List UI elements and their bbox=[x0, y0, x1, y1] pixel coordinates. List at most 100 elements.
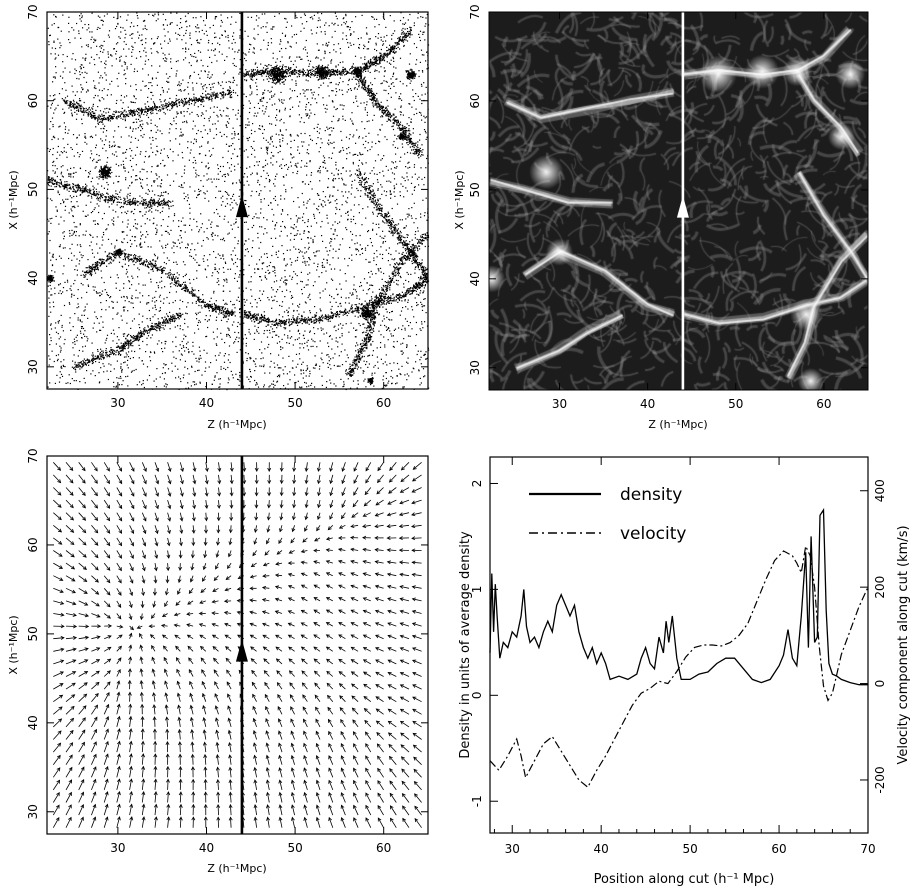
particle-point bbox=[285, 284, 287, 286]
particle-point bbox=[74, 111, 76, 113]
particle-point bbox=[72, 233, 74, 235]
particle-point bbox=[205, 315, 207, 317]
particle-point bbox=[309, 198, 311, 200]
particle-point bbox=[126, 66, 128, 68]
particle-point bbox=[391, 382, 393, 384]
particle-point bbox=[395, 183, 398, 185]
particle-point bbox=[384, 361, 386, 363]
particle-point bbox=[227, 318, 229, 320]
particle-point bbox=[336, 108, 338, 110]
particle-point bbox=[128, 280, 130, 282]
particle-point bbox=[285, 191, 287, 193]
particle-point bbox=[422, 16, 424, 18]
particle-point bbox=[98, 205, 100, 207]
particle-point bbox=[129, 239, 131, 241]
particle-point bbox=[205, 166, 207, 168]
particle-point bbox=[115, 385, 117, 387]
particle-point bbox=[384, 281, 386, 283]
particle-point bbox=[366, 33, 368, 35]
particle-point bbox=[373, 317, 375, 319]
particle-point bbox=[230, 145, 232, 147]
particle-point bbox=[359, 177, 361, 179]
particle-point bbox=[195, 17, 197, 19]
particle-point bbox=[333, 44, 335, 46]
particle-point bbox=[103, 371, 105, 373]
particle-point bbox=[79, 330, 82, 332]
particle-point bbox=[340, 296, 342, 298]
particle-point bbox=[124, 167, 126, 169]
particle-point bbox=[105, 348, 107, 350]
particle-point bbox=[128, 281, 131, 283]
particle-point bbox=[104, 342, 106, 344]
particle-point bbox=[350, 322, 352, 324]
particle-point bbox=[406, 234, 408, 236]
particle-point bbox=[339, 283, 341, 285]
particle-point bbox=[176, 12, 178, 14]
particle-point bbox=[227, 327, 229, 329]
particle-point bbox=[232, 81, 234, 83]
particle-point bbox=[214, 375, 216, 377]
particle-point bbox=[208, 200, 210, 202]
particle-point bbox=[73, 205, 75, 207]
particle-point bbox=[223, 218, 225, 220]
particle-point bbox=[424, 121, 426, 123]
particle-point bbox=[192, 89, 194, 91]
particle-point bbox=[386, 180, 388, 182]
particle-point bbox=[260, 147, 262, 149]
particle-point bbox=[187, 326, 189, 328]
particle-point bbox=[247, 124, 249, 126]
particle-point bbox=[407, 179, 409, 181]
particle-point bbox=[423, 266, 425, 268]
particle-point bbox=[280, 213, 282, 215]
particle-point bbox=[272, 220, 274, 222]
particle-point bbox=[113, 333, 115, 335]
particle-point bbox=[52, 126, 54, 128]
particle-point bbox=[415, 245, 417, 247]
particle-point bbox=[207, 42, 210, 44]
particle-point bbox=[156, 50, 158, 53]
particle-point bbox=[175, 261, 177, 263]
particle-point bbox=[228, 122, 230, 124]
particle-point bbox=[301, 58, 303, 60]
particle-point bbox=[207, 65, 209, 67]
particle-point bbox=[265, 146, 267, 148]
particle-point bbox=[283, 281, 285, 283]
particle-point bbox=[188, 48, 190, 50]
particle-point bbox=[97, 268, 99, 270]
particle-point bbox=[57, 26, 59, 29]
particle-point bbox=[161, 234, 163, 236]
particle-point bbox=[147, 326, 149, 328]
particle-point bbox=[161, 133, 163, 135]
particle-point bbox=[379, 52, 381, 54]
particle-point bbox=[349, 118, 352, 120]
particle-point bbox=[236, 258, 239, 260]
particle-point bbox=[210, 226, 212, 228]
particle-point bbox=[198, 358, 200, 361]
particle-point bbox=[71, 210, 73, 212]
particle-point bbox=[276, 342, 278, 344]
particle-point bbox=[356, 88, 358, 90]
particle-point bbox=[325, 270, 327, 272]
particle-point bbox=[320, 84, 322, 86]
particle-point bbox=[153, 15, 155, 17]
particle-point bbox=[133, 95, 135, 97]
particle-point bbox=[110, 94, 112, 96]
particle-point bbox=[79, 167, 81, 169]
particle-point bbox=[213, 137, 215, 139]
particle-point bbox=[313, 322, 315, 324]
particle-point bbox=[179, 378, 181, 380]
particle-point bbox=[313, 215, 315, 217]
particle-point bbox=[93, 97, 95, 99]
particle-point bbox=[286, 289, 288, 291]
particle-point bbox=[165, 383, 167, 385]
particle-point bbox=[269, 143, 271, 145]
particle-point bbox=[303, 204, 305, 206]
particle-point bbox=[246, 376, 248, 378]
particle-point bbox=[159, 118, 161, 120]
particle-point bbox=[91, 31, 93, 33]
particle-point bbox=[403, 44, 405, 47]
particle-point bbox=[309, 310, 311, 312]
particle-point bbox=[141, 197, 143, 199]
particle-point bbox=[355, 83, 358, 85]
particle-point bbox=[49, 252, 51, 254]
